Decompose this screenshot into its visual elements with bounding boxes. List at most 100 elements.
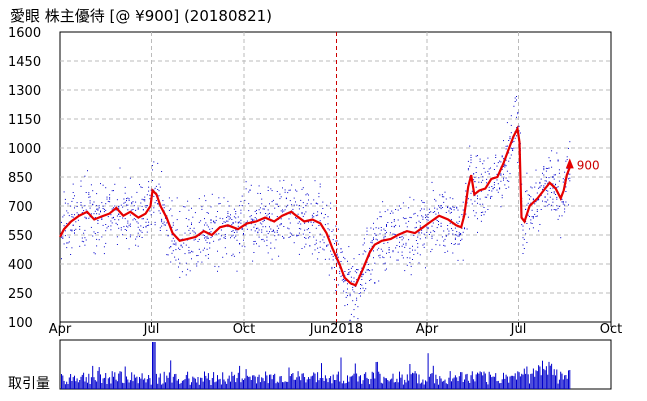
trade-dot [336,254,338,256]
volume-bar [530,373,532,389]
trade-dot [412,259,413,260]
volume-bar [438,384,439,389]
trade-dot [171,226,173,228]
trade-dot [253,243,255,245]
trade-dot [240,200,242,202]
volume-bar [295,379,296,389]
trade-dot [98,239,100,241]
trade-dot [535,169,537,171]
trade-dot [516,127,517,129]
trade-dot [427,228,429,230]
trade-dot [207,254,209,255]
trade-dot [115,209,117,211]
trade-dot [96,193,98,195]
trade-dot [68,236,70,238]
trade-dot [297,213,299,215]
trade-dot [74,214,75,216]
trade-dot [486,178,488,180]
trade-dot [141,187,143,188]
trade-dot [552,198,554,200]
trade-dot [393,220,395,222]
trade-dot [488,190,490,191]
trade-dot [144,199,146,201]
volume-bar [326,378,328,389]
trade-dot [301,213,303,215]
trade-dot [144,196,146,198]
trade-dot [309,236,311,238]
trade-dot [497,191,499,193]
trade-dot [146,225,148,226]
trade-dot [254,217,256,219]
trade-dot [506,122,508,124]
volume-bar [388,381,390,389]
trade-dot [462,231,464,233]
trade-dot [326,245,328,247]
trade-dot [327,244,329,246]
trade-dot [389,232,391,234]
trade-dot [386,224,387,226]
trade-dot [449,208,451,210]
trade-dot [565,160,567,162]
trade-dot [188,246,190,248]
x-tick-label: Jul [510,322,527,337]
trade-dot [369,280,371,281]
trade-dot [566,168,568,169]
trade-dot [93,231,95,233]
trade-dot [192,216,194,218]
trade-dot [75,221,77,223]
trade-dot [418,232,420,234]
volume-bar [100,374,101,389]
trade-dot [451,243,452,244]
trade-dot [300,179,302,181]
trade-dot [298,232,300,234]
trade-dot [200,251,202,253]
trade-dot [258,185,260,187]
trade-dot [526,204,528,206]
trade-dot [300,228,302,230]
trade-dot [350,267,352,269]
trade-dot [280,223,282,224]
trade-dot [547,193,549,195]
trade-dot [350,280,352,282]
trade-dot [279,224,281,226]
volume-bar [282,382,283,389]
trade-dot [473,210,475,212]
trade-dot [161,219,163,221]
trade-dot [90,213,92,215]
trade-dot [74,195,75,197]
volume-bar [105,373,107,389]
volume-bar [205,375,207,389]
volume-bar [493,376,495,389]
trade-dot [369,247,371,249]
trade-dot [124,229,126,230]
trade-dot [458,232,460,234]
trade-dot [206,212,208,213]
trade-dot [461,238,463,240]
trade-dot [506,180,508,182]
trade-dot [383,238,385,240]
trade-dot [127,209,129,211]
trade-dot [356,297,358,299]
volume-bar [181,380,183,389]
trade-dot [206,236,208,238]
trade-dot [311,224,313,226]
trade-dot [146,205,148,207]
trade-dot [106,227,108,229]
trade-dot [384,230,386,231]
trade-dot [306,193,308,195]
trade-dot [467,216,469,218]
volume-bar [232,376,234,389]
trade-dot [530,186,532,188]
trade-dot [87,170,88,172]
trade-dot [452,206,454,208]
trade-dot [298,228,300,229]
volume-bar [178,379,179,389]
trade-dot [189,252,191,254]
volume-bar [241,378,243,389]
trade-dot [315,227,317,229]
trade-dot [192,230,194,232]
trade-dot [136,191,138,193]
trade-dot [139,235,140,237]
volume-bar [332,374,334,389]
trade-dot [107,216,109,218]
